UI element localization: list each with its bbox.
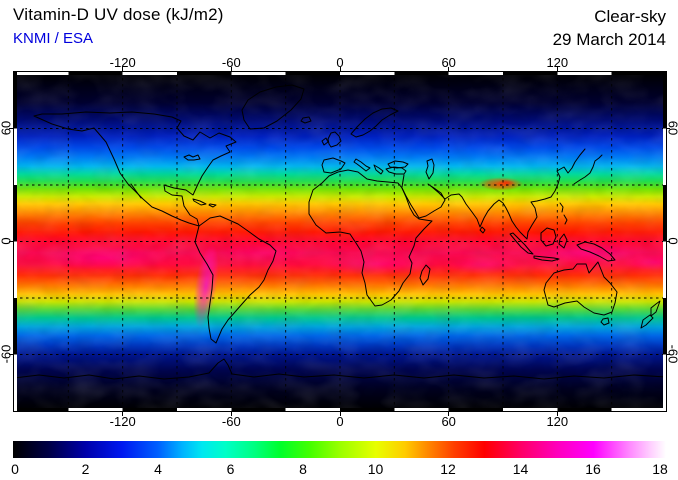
lon-tick-top: -120 [109, 55, 136, 70]
lat-tick-right: -60 [665, 344, 678, 364]
colorbar-tick: 6 [226, 461, 235, 477]
zebra-border-left [14, 72, 17, 411]
tick-mark [9, 354, 13, 355]
source-credit: KNMI / ESA [13, 30, 94, 47]
colorbar-tick: 10 [367, 461, 384, 477]
tick-mark [448, 412, 449, 416]
uv-heatmap [14, 72, 666, 411]
tick-mark [666, 241, 670, 242]
colorbar-tick: 8 [299, 461, 307, 477]
lon-tick-bottom: 60 [441, 414, 456, 429]
colorbar-tick: 2 [81, 461, 90, 477]
header-right: Clear-sky 29 March 2014 [553, 5, 666, 51]
tick-mark [666, 128, 670, 129]
colorbar-tick: 14 [512, 461, 529, 477]
lat-tick-left: 60 [0, 120, 14, 136]
zebra-border-bottom [14, 408, 666, 411]
lat-tick-right: 0 [666, 226, 678, 256]
tick-mark [231, 412, 232, 416]
colorbar-gradient [13, 441, 666, 458]
lat-tick-right: 60 [665, 120, 678, 136]
tick-mark [448, 67, 449, 71]
coastlines [14, 84, 666, 380]
tick-mark [557, 412, 558, 416]
lon-tick-bottom: -60 [221, 414, 241, 429]
page-title: Vitamin-D UV dose (kJ/m2) [13, 5, 224, 24]
tick-mark [9, 241, 13, 242]
lon-tick-bottom: 0 [336, 414, 344, 429]
colorbar-tick: 18 [652, 461, 668, 477]
lon-tick-bottom: 120 [546, 414, 569, 429]
tick-mark [231, 67, 232, 71]
tick-mark [340, 412, 341, 416]
colorbar-tick: 16 [585, 461, 601, 477]
tick-mark [122, 412, 123, 416]
tick-mark [557, 67, 558, 71]
lon-tick-top: 120 [546, 55, 569, 70]
lon-tick-top: 60 [441, 55, 456, 70]
map-overlay-graphics [14, 72, 666, 411]
tick-mark [122, 67, 123, 71]
graticule [14, 72, 666, 411]
colorbar-tick: 0 [11, 461, 19, 477]
lon-tick-bottom: -120 [109, 414, 136, 429]
world-map-frame [13, 71, 667, 412]
tick-mark [666, 354, 670, 355]
lat-tick-left: 0 [0, 237, 14, 245]
zebra-border-top [14, 72, 666, 75]
map-date: 29 March 2014 [552, 30, 666, 49]
sky-condition: Clear-sky [594, 7, 666, 26]
tick-mark [9, 128, 13, 129]
lon-tick-top: -60 [221, 55, 241, 70]
lon-tick-top: 0 [336, 55, 344, 70]
lat-tick-left: -60 [0, 344, 14, 364]
colorbar-tick: 4 [154, 461, 162, 477]
zebra-border-right [663, 72, 666, 411]
tick-mark [340, 67, 341, 71]
colorbar-tick: 12 [440, 461, 456, 477]
